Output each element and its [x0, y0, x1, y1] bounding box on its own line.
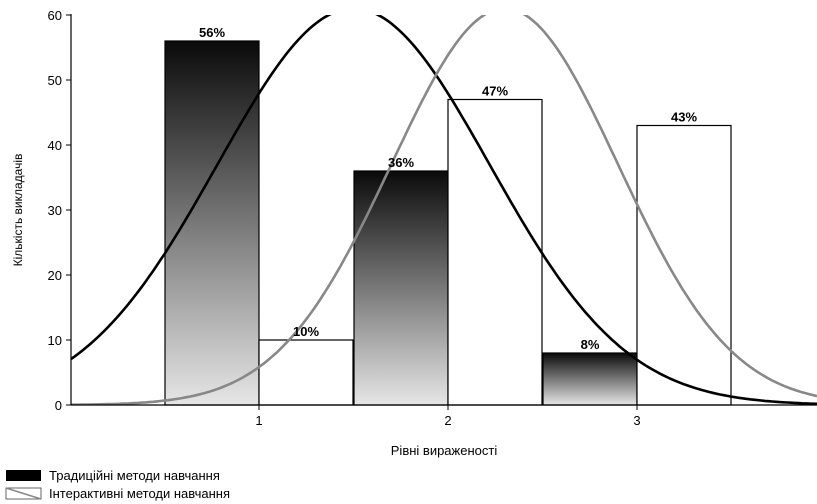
legend-label-interactive: Інтерактивні методи навчання [49, 486, 230, 501]
y-axis-title: Кількість викладачів [11, 154, 25, 267]
bar-interactive-1 [258, 339, 354, 406]
bar-interactive-3 [636, 124, 732, 406]
normal-curve-interactive [71, 15, 817, 405]
data-label-interactive-2: 47% [482, 84, 508, 99]
data-label-traditional-1: 56% [199, 25, 225, 40]
bars [164, 40, 732, 406]
y-tick-label-20: 20 [48, 268, 62, 283]
normal-curve-traditional [71, 15, 817, 405]
y-tick-label-60: 60 [48, 8, 62, 23]
legend-swatch-traditional [6, 470, 41, 481]
legend-swatch-interactive-line [5, 487, 42, 500]
bar-traditional-1 [164, 40, 260, 406]
data-label-interactive-1: 10% [293, 324, 319, 339]
legend: Традиційні методи навчання Інтерактивні м… [5, 468, 230, 501]
bar-interactive-2 [447, 98, 543, 406]
axes: 0 10 20 30 40 50 60 1 2 3 [48, 8, 817, 428]
bar-traditional-3 [542, 352, 638, 406]
x-tick-label-1: 1 [255, 413, 262, 428]
curves [71, 15, 817, 405]
y-tick-label-10: 10 [48, 333, 62, 348]
bar-traditional-2 [353, 170, 449, 406]
y-tick-label-50: 50 [48, 73, 62, 88]
x-tick-label-3: 3 [633, 413, 640, 428]
y-tick-label-0: 0 [55, 398, 62, 413]
x-axis-title: Рівні вираженості [391, 443, 498, 458]
data-label-traditional-2: 36% [388, 155, 414, 170]
data-label-traditional-3: 8% [581, 337, 600, 352]
data-labels: 56% 10% 36% 47% 8% 43% [199, 25, 697, 352]
x-tick-label-2: 2 [444, 413, 451, 428]
y-tick-label-40: 40 [48, 138, 62, 153]
y-tick-label-30: 30 [48, 203, 62, 218]
legend-label-traditional: Традиційні методи навчання [49, 468, 220, 483]
data-label-interactive-3: 43% [671, 110, 697, 125]
